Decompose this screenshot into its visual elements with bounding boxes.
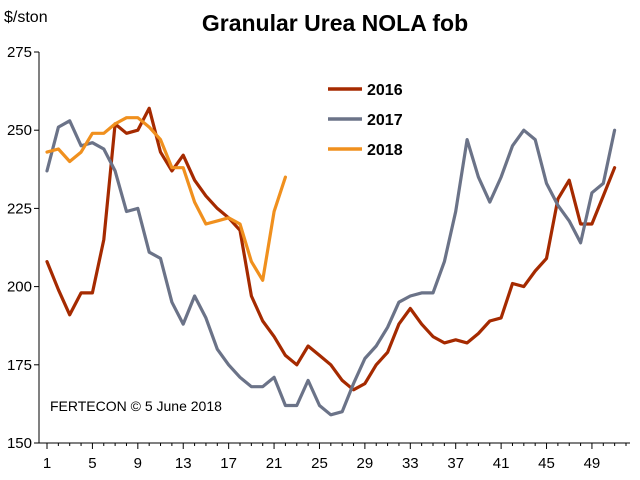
x-tick-label: 1 xyxy=(43,455,51,472)
y-tick-label: 250 xyxy=(7,122,32,139)
source-annotation: FERTECON © 5 June 2018 xyxy=(50,398,222,414)
x-tick-label: 17 xyxy=(220,455,237,472)
x-tick-label: 9 xyxy=(134,455,142,472)
y-tick-label: 225 xyxy=(7,200,32,217)
x-tick-label: 49 xyxy=(584,455,601,472)
x-tick-label: 29 xyxy=(357,455,374,472)
x-tick-label: 5 xyxy=(88,455,96,472)
x-tick-label: 37 xyxy=(447,455,464,472)
y-tick-label: 175 xyxy=(7,357,32,374)
legend-label-2016: 2016 xyxy=(367,82,403,99)
series-line-2017 xyxy=(45,119,617,417)
x-tick-label: 33 xyxy=(402,455,419,472)
series-line-2018 xyxy=(45,116,287,282)
axes: 150 175 200 225 250 275 1 5 9 13 17 21 25 29 33 37 41 45 4… xyxy=(7,44,630,472)
series-layer xyxy=(45,106,617,417)
chart-title: Granular Urea NOLA fob xyxy=(202,10,468,36)
x-tick-label: 45 xyxy=(538,455,555,472)
x-tick-label: 41 xyxy=(493,455,510,472)
legend-label-2017: 2017 xyxy=(367,112,403,129)
x-tick-label: 25 xyxy=(311,455,328,472)
legend-label-2018: 2018 xyxy=(367,142,403,159)
x-tick-label: 13 xyxy=(175,455,192,472)
y-tick-label: 150 xyxy=(7,435,32,452)
y-unit-label: $/ston xyxy=(4,9,48,26)
y-tick-label: 275 xyxy=(7,44,32,61)
y-tick-label: 200 xyxy=(7,279,32,296)
x-tick-label: 21 xyxy=(266,455,283,472)
legend: 2016 2017 2018 xyxy=(328,82,403,159)
